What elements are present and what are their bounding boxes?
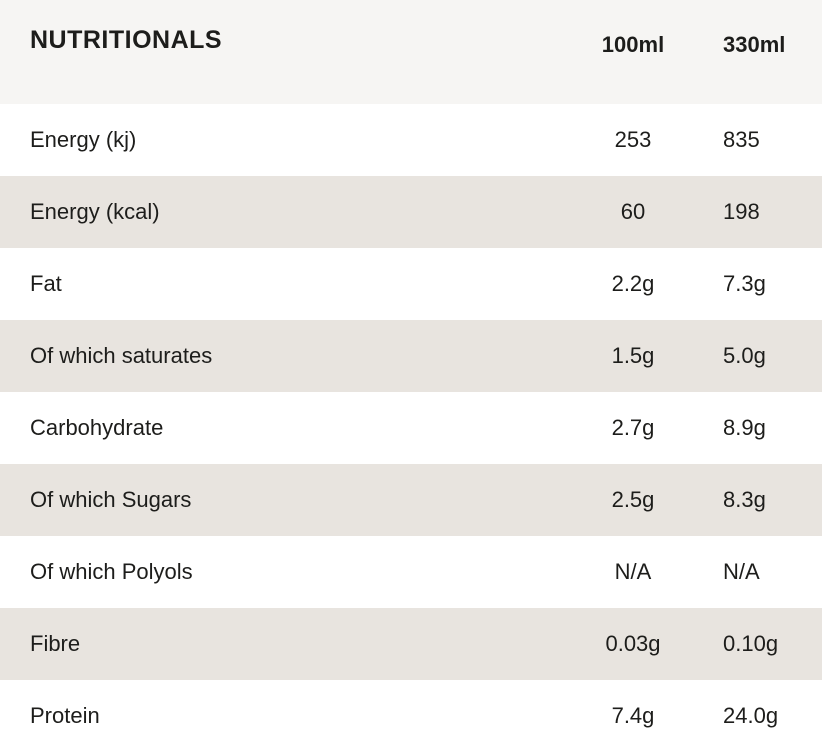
column-header-100ml: 100ml bbox=[601, 32, 665, 57]
column-header-330ml: 330ml bbox=[723, 32, 786, 57]
value-100ml: 253 bbox=[614, 127, 652, 152]
value-330ml: 0.10g bbox=[723, 631, 779, 656]
row-label: Of which saturates bbox=[30, 343, 213, 368]
table-row: Energy (kj) 253 835 bbox=[0, 104, 822, 176]
table-row: Of which saturates 1.5g 5.0g bbox=[0, 320, 822, 392]
value-100ml: 7.4g bbox=[611, 703, 655, 728]
row-label: Of which Sugars bbox=[30, 487, 192, 512]
table-row: Fibre 0.03g 0.10g bbox=[0, 608, 822, 680]
value-330ml: 5.0g bbox=[723, 343, 766, 368]
table-row: Carbohydrate 2.7g 8.9g bbox=[0, 392, 822, 464]
row-label: Of which Polyols bbox=[30, 559, 193, 584]
row-label: Fat bbox=[30, 271, 62, 296]
value-330ml: 835 bbox=[723, 127, 760, 152]
value-100ml: 2.2g bbox=[611, 271, 655, 296]
table-row: Protein 7.4g 24.0g bbox=[0, 680, 822, 752]
value-100ml: 0.03g bbox=[605, 631, 661, 656]
table-header: NUTRITIONALS 100ml 330ml bbox=[0, 0, 822, 104]
row-label: Protein bbox=[30, 703, 100, 728]
value-100ml: 2.5g bbox=[611, 487, 655, 512]
value-330ml: 7.3g bbox=[723, 271, 766, 296]
value-100ml: 60 bbox=[620, 199, 646, 224]
value-330ml: 198 bbox=[723, 199, 760, 224]
row-label: Energy (kj) bbox=[30, 127, 137, 152]
table-row: Of which Sugars 2.5g 8.3g bbox=[0, 464, 822, 536]
row-label: Fibre bbox=[30, 631, 81, 656]
table-row: Energy (kcal) 60 198 bbox=[0, 176, 822, 248]
row-label: Carbohydrate bbox=[30, 415, 164, 440]
value-330ml: 8.3g bbox=[723, 487, 766, 512]
value-100ml: 1.5g bbox=[611, 343, 655, 368]
value-100ml: N/A bbox=[614, 559, 652, 584]
table-row: Fat 2.2g 7.3g bbox=[0, 248, 822, 320]
table-row: Of which Polyols N/A N/A bbox=[0, 536, 822, 608]
value-330ml: 24.0g bbox=[723, 703, 779, 728]
value-100ml: 2.7g bbox=[611, 415, 655, 440]
value-330ml: N/A bbox=[723, 559, 760, 584]
row-label: Energy (kcal) bbox=[30, 199, 160, 224]
table-body: Energy (kj) 253 835 Energy (kcal) 60 198 Fat 2.… bbox=[0, 104, 822, 752]
table-title: NUTRITIONALS bbox=[30, 25, 223, 54]
value-330ml: 8.9g bbox=[723, 415, 766, 440]
